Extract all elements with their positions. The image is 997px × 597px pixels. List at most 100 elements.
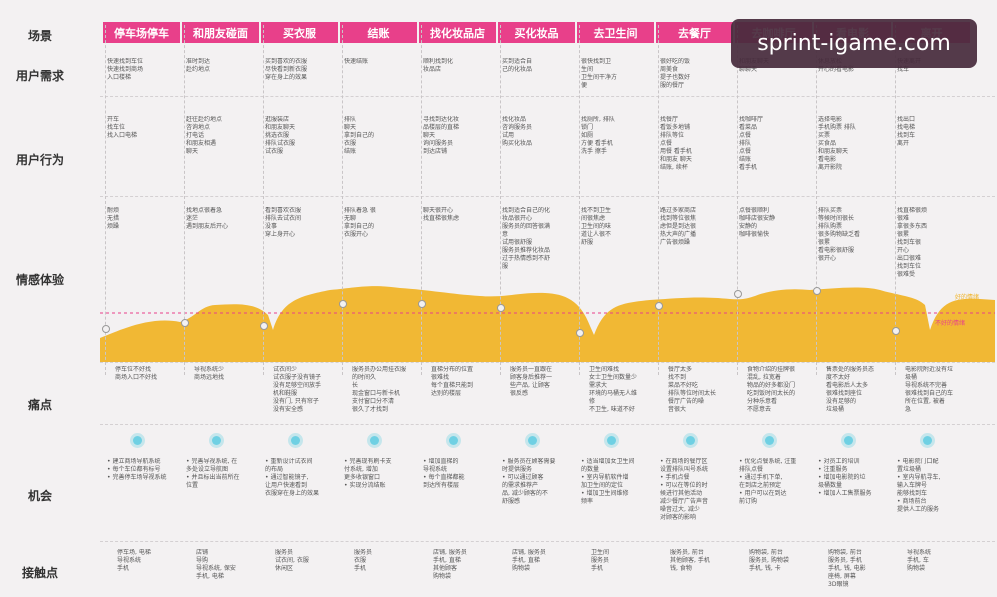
emotion-text: 看到喜欢衣服 排队去试衣间 没事 穿上身开心	[265, 207, 336, 285]
good-emotion-label: 好的情绪	[955, 294, 980, 301]
emotion-text: 聊天很开心 找直梯很焦虑	[423, 207, 494, 285]
column-divider	[500, 25, 501, 375]
pain-text: 导视系统少 商场远地找	[194, 366, 225, 381]
opportunity-text: • 优化点餐系统, 注重 排队点餐 • 通过手机下单, 在到店之前预定 • 用户…	[739, 458, 797, 505]
emotion-point	[497, 304, 505, 312]
opportunity-text: • 增加直梯的 导视系统 • 每个直梯都能 到达所有楼层	[423, 458, 465, 489]
opportunity-dot	[607, 436, 616, 445]
bad-emotion-label: 不好的情绪	[935, 320, 966, 327]
opportunity-text: • 对员工的培训 • 注重服务 • 增加电影院的垃 圾桶数量 • 增加人工售票服…	[818, 458, 872, 497]
touchpoint-text: 购物袋, 前台 服务员, 手机 手机, 钱, 电影 座椅, 屏幕 3D眼镜	[828, 549, 866, 588]
column-divider	[342, 25, 343, 375]
pain-text: 食物介绍的挂牌很 混乱, 拉宽着 物品的好多都没门 吃到饭时间太长的 分种乐意看…	[747, 366, 796, 413]
emotion-point	[813, 287, 821, 295]
opportunity-dot	[923, 436, 932, 445]
opportunity-text: • 电影院门口配 置垃圾桶 • 室内导航寻车, 输入车牌号 能够找到车 • 商场…	[897, 458, 941, 513]
need-text: 准时到达 赴约地点	[186, 58, 211, 73]
emotion-point	[655, 302, 663, 310]
row-label-emotion: 情感体验	[15, 273, 64, 287]
column-divider	[184, 25, 185, 375]
opportunity-dot	[765, 436, 774, 445]
touchpoint-text: 店铺, 服务员 手机, 直梯 其他顾客 购物袋	[433, 549, 467, 580]
scene-header: 买化妆品	[498, 22, 575, 43]
opportunity-dot	[370, 436, 379, 445]
pain-text: 试衣间少 试衣服子没有镜子 没有足够空间放手 机和鞋服 没有门, 只有帘子 没有…	[273, 366, 322, 413]
need-text: 顺利找到化 妆品店	[423, 58, 454, 73]
behavior-text: 寻找到达化妆 品楼层的直梯 聊天 询问服务员 到达店铺	[423, 116, 460, 155]
touchpoint-text: 服务员 衣服 手机	[354, 549, 373, 572]
emotion-point	[102, 325, 110, 333]
row-label-scene: 场景	[27, 29, 52, 43]
pain-text: 电影院附近没有垃 圾桶 导视系统不完善 很难找到自己的车 所在位置, 被着 急	[905, 366, 954, 413]
need-text: 快速找到车位 快速找到商场 入口楼梯	[107, 58, 144, 81]
separator-opportunity	[100, 541, 995, 542]
touchpoint-text: 店铺, 服务员 手机, 直梯 购物袋	[512, 549, 546, 572]
separator-emotion	[100, 362, 995, 363]
column-divider	[737, 25, 738, 375]
row-label-opportunity: 机会	[27, 489, 52, 503]
row-label-touchpoint: 接触点	[21, 566, 58, 580]
opportunity-text: • 适当增加女卫生间 的数量 • 室内导航软件增 加卫生间的定位 • 增加卫生间…	[581, 458, 635, 505]
need-text: 很好吃的饭 周美食 提子也数好 服的餐厅	[660, 58, 691, 89]
column-divider	[263, 25, 264, 375]
emotion-point	[260, 322, 268, 330]
emotion-text: 排队买票 等候时间很长 排队购票 很多购物缺乏看 很累 看电影很舒服 很开心	[818, 207, 889, 285]
scene-header: 结账	[340, 22, 417, 43]
touchpoint-text: 导视系统 手机, 车 购物袋	[907, 549, 932, 572]
emotion-point	[181, 319, 189, 327]
need-text: 买到喜欢的衣服 尽快看到新衣服 穿在身上的效果	[265, 58, 308, 81]
touchpoint-text: 购物袋, 前台 服务员, 购物袋 手机, 钱, 卡	[749, 549, 789, 572]
opportunity-dot	[291, 436, 300, 445]
scene-header: 去卫生间	[577, 22, 654, 43]
scene-header: 停车场停车	[103, 22, 180, 43]
opportunity-text: • 在商场的餐厅区 设置排队叫号系统 • 手机点餐 • 可以在等位的时 候进行其…	[660, 458, 709, 521]
separator-needs	[100, 96, 995, 97]
row-label-behavior: 用户行为	[15, 153, 64, 167]
need-text: 买到适合自 己的化妆品	[502, 58, 533, 73]
emotion-point	[734, 290, 742, 298]
emotion-text: 找到适合自己的化 妆品很开心 服务员的回答很满 意 试用很舒服 服务员推荐化妆品…	[502, 207, 573, 285]
scene-header: 和朋友碰面	[182, 22, 259, 43]
behavior-text: 选择电影 手机购票 排队 买票 买食品 和朋友聊天 看电影 离开影院	[818, 116, 856, 171]
separator-behavior	[100, 196, 995, 197]
pain-text: 售票处的服务员态 度不太好 看电影后人太多 很难找到座位 没有足够的 垃圾桶	[826, 366, 875, 413]
touchpoint-text: 停车场, 电梯 导视系统 手机	[117, 549, 151, 572]
column-divider	[895, 25, 896, 375]
touchpoint-text: 服务员 试衣间, 衣服 休闲区	[275, 549, 309, 572]
behavior-text: 逛服装店 和朋友聊天 挑选衣服 排队试衣服 试衣服	[265, 116, 296, 155]
opportunity-dot	[686, 436, 695, 445]
pain-text: 停车位不好找 商场入口不好找	[115, 366, 158, 381]
behavior-text: 找厕所, 排队 锁门 如厕 方便 看手机 洗手 擦手	[581, 116, 615, 155]
emotion-text: 路过多家商店 找到等位很焦 虑但是到达很 热大声的广播 广告很烦躁	[660, 207, 731, 285]
behavior-text: 找咖啡厅 看菜品 点餐 排队 点餐 结账 看手机	[739, 116, 764, 171]
behavior-text: 找餐厅 看饭多地铺 排队等位 点餐 用餐 看手机 和朋友 聊天 结账, 续杯	[660, 116, 692, 171]
emotion-text: 排队着急 很 无聊 拿到自己的 衣服开心	[344, 207, 415, 285]
column-divider	[816, 25, 817, 375]
need-text: 很快找到卫 生间 卫生间干净方 便	[581, 58, 618, 89]
opportunity-dot	[212, 436, 221, 445]
pain-text: 直梯分布的位置 很难找 每个直梯只能到 达别的楼层	[431, 366, 474, 397]
row-label-needs: 用户需求	[15, 69, 64, 83]
scene-header: 找化妆品店	[419, 22, 496, 43]
emotion-area	[100, 286, 995, 362]
behavior-text: 找化妆品 咨询服务员 试用 购买化妆品	[502, 116, 533, 147]
touchpoint-text: 服务员, 前台 其他顾客, 手机 钱, 食物	[670, 549, 710, 572]
emotion-point	[576, 329, 584, 337]
behavior-text: 排队 聊天 拿到自己的 衣服 结账	[344, 116, 375, 155]
opportunity-text: • 服务员在顾客需要 时提供服务 • 可以通过顾客 的需求推荐产 品, 减少顾客…	[502, 458, 556, 505]
column-divider	[658, 25, 659, 375]
emotion-point	[418, 300, 426, 308]
pain-text: 卫生间难找 女士卫生间数量少 需求大 环境的马桶无人维 修 不卫生, 味道不好	[589, 366, 638, 413]
opportunity-text: • 完善现有刷卡支 付系统, 增加 更多收银窗口 • 实现分流结账	[344, 458, 392, 489]
touchpoint-text: 店铺 导购 导视系统, 保安 手机, 电梯	[196, 549, 236, 580]
opportunity-text: • 重新设计试衣间 的布局 • 通过智能镜子, 让用户快速看到 衣服穿在身上的效…	[265, 458, 320, 497]
emotion-text: 耐烦 无措 烦躁	[107, 207, 178, 285]
touchpoint-text: 卫生间 服务员 手机	[591, 549, 610, 572]
pain-text: 服务员办公用挂衣服 的时间久 长 现金窗口与新卡机 支付窗口分不清 很久了才找到	[352, 366, 407, 413]
opportunity-text: • 完善导视系统, 在 多处设立导航图 • 并且标出当前所在 位置	[186, 458, 240, 489]
column-divider	[105, 25, 106, 375]
scene-header: 去餐厅	[656, 22, 733, 43]
emotion-text: 找地点很着急 迷茫 遇到朋友后开心	[186, 207, 257, 285]
opportunity-dot	[449, 436, 458, 445]
column-divider	[421, 25, 422, 375]
